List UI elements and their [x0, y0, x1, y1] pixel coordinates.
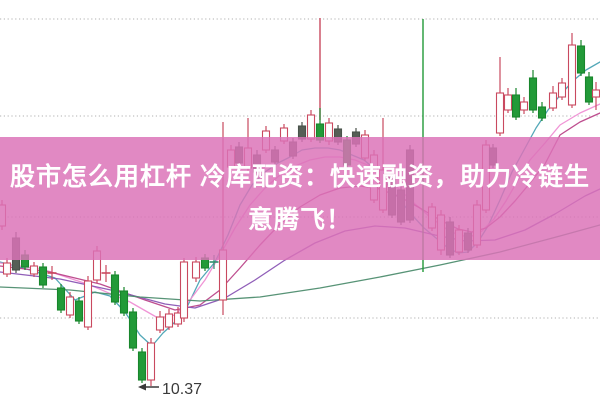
candle-body — [576, 45, 586, 74]
candle-body — [146, 342, 156, 381]
candle-body — [65, 296, 75, 316]
candle-body — [38, 266, 48, 286]
candle-body — [2, 262, 12, 275]
low-price-label: 10.37 — [162, 381, 202, 398]
candle-body — [179, 261, 189, 319]
candle-body — [56, 287, 66, 311]
candle-body — [137, 351, 147, 381]
candle-body — [83, 280, 93, 328]
headline-banner: 股市怎么用杠杆 冷库配资：快速融资，助力冷链生 意腾飞！ — [0, 137, 600, 260]
candle-body — [191, 261, 201, 279]
candle-body — [164, 313, 174, 328]
candle-body — [548, 92, 558, 109]
headline-line-2: 意腾飞！ — [247, 205, 352, 234]
candle-body — [511, 94, 521, 118]
candle-body — [567, 44, 577, 106]
candle-body — [155, 316, 165, 331]
candle-body — [128, 311, 138, 349]
candle-body — [557, 82, 567, 98]
candle-body — [537, 106, 547, 119]
candle-body — [110, 274, 120, 303]
candle-body — [584, 76, 594, 103]
candle-body — [29, 265, 39, 275]
candle-body — [519, 101, 529, 111]
candle-body — [503, 94, 513, 111]
left-arrow-icon-head — [138, 383, 146, 391]
candle-body — [495, 92, 505, 134]
candle-body — [528, 77, 538, 111]
candle-body — [74, 300, 84, 322]
headline-line-1: 股市怎么用杠杆 冷库配资：快速融资，助力冷链生 — [10, 162, 590, 191]
candle-body — [591, 89, 600, 98]
candle-body — [119, 290, 129, 314]
candle-body — [306, 114, 316, 140]
